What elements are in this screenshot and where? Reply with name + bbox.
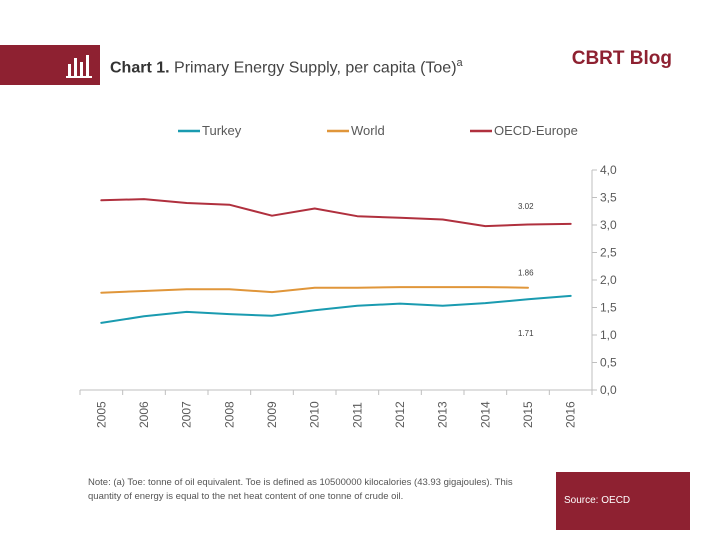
bar-chart-icon [66,55,92,78]
data-label: 1.71 [518,329,534,338]
y-tick-label: 2,0 [600,273,617,287]
series-line-oecd-europe [100,198,572,228]
footnote: Note: (a) Toe: tonne of oil equivalent. … [88,477,513,502]
chart-title: Chart 1. Primary Energy Supply, per capi… [110,57,463,77]
x-tick-label: 2015 [521,401,535,428]
x-tick-label: 2010 [308,401,322,428]
header-band [0,45,100,85]
legend: Turkey World OECD-Europe [178,123,578,138]
x-tick-label: 2006 [137,401,151,428]
legend-label: Turkey [202,123,242,138]
series-layer [100,198,572,324]
source-text: Source: OECD [564,495,631,506]
chart-title-text: Primary Energy Supply, per capita (Toe) [174,59,457,77]
brand-logo: CBRT Blog [571,48,672,69]
x-tick-label: 2009 [265,401,279,428]
x-tick-label: 2007 [180,401,194,428]
x-tick-label: 2014 [478,401,492,428]
x-tick-label: 2008 [222,401,236,428]
y-tick-label: 1,0 [600,328,617,342]
axes: 0,0 0,5 1,0 1,5 2,0 2,5 3,0 3,5 4,0 2005 2006 2007 2… [79,163,617,428]
y-tick-label: 4,0 [600,163,617,177]
y-tick-label: 3,0 [600,218,617,232]
x-tick-label: 2016 [564,401,578,428]
y-tick-label: 2,5 [600,246,617,260]
y-tick-label: 0,0 [600,383,617,397]
title-superscript: a [456,57,463,69]
data-label: 1.86 [518,269,534,278]
data-labels: 3.02 1.86 1.71 [518,202,534,338]
x-tick-label: 2013 [436,401,450,428]
y-tick-label: 0,5 [600,356,617,370]
data-label: 3.02 [518,202,534,211]
legend-label: World [351,123,385,138]
y-tick-label: 3,5 [600,191,617,205]
source-box: Source: OECD [556,472,690,530]
y-tick-label: 1,5 [600,301,617,315]
series-line-world [100,286,529,294]
series-line-turkey [100,294,572,324]
x-tick-label: 2011 [350,402,364,428]
legend-label: OECD-Europe [494,123,578,138]
x-tick-label: 2012 [393,401,407,428]
line-chart: Turkey World OECD-Europe 0,0 0,5 1,0 1,5 2,0 2,… [79,123,617,428]
chart-number: Chart 1. [110,59,170,77]
x-tick-label: 2005 [94,401,108,428]
